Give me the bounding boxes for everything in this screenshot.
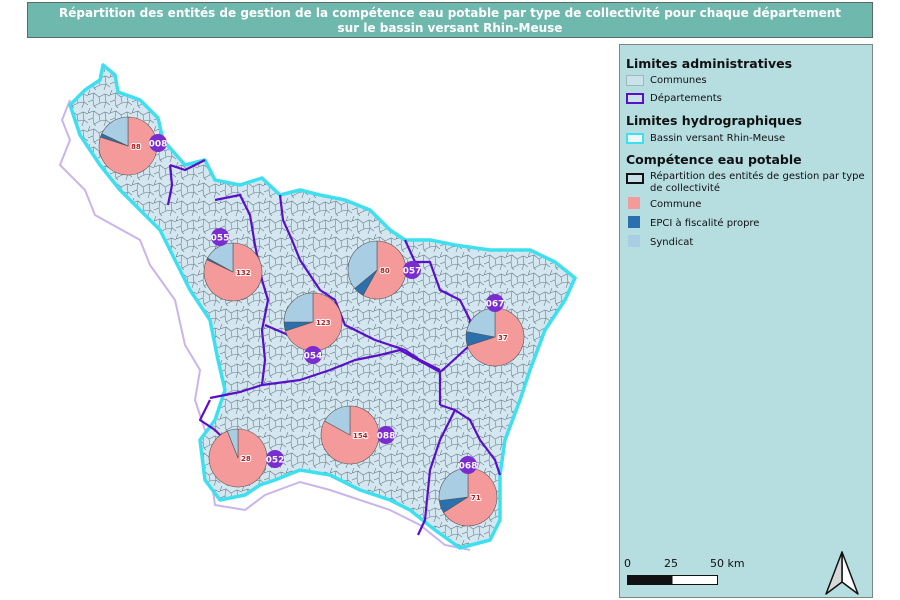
pie-slice-syndicat <box>226 428 239 459</box>
pie-label: 132 <box>236 269 251 277</box>
legend-section-admin: Limites administratives <box>626 56 793 71</box>
pie-slice-commune <box>203 242 263 302</box>
badge-circle <box>459 456 477 474</box>
department-badge-057: 057 <box>403 261 422 279</box>
badge-circle <box>149 134 167 152</box>
pie-slice-syndicat <box>347 240 378 289</box>
department-badge-068: 068 <box>459 456 478 474</box>
scale-bar <box>627 575 718 585</box>
pie-slice-commune <box>443 467 498 527</box>
department-badge-054: 054 <box>304 346 323 364</box>
pie-label: 28 <box>241 455 251 463</box>
pie-slice-syndicat <box>207 242 234 273</box>
pie-label: 154 <box>353 432 368 440</box>
legend-panel: Limites administratives Communes Départe… <box>619 44 873 598</box>
department-badge-088: 088 <box>377 426 396 444</box>
department-code: 057 <box>403 267 422 277</box>
commune-swatch <box>628 197 640 209</box>
pie-slice-syndicat <box>101 116 129 147</box>
epci-swatch <box>628 216 640 228</box>
map-canvas[interactable]: 88 008 132 055 80 057 123 054 37 067 28 052 154 088 71… <box>27 40 619 598</box>
pie-label: 80 <box>380 267 390 275</box>
department-code: 052 <box>266 456 285 466</box>
scale-label-0: 0 <box>624 557 631 570</box>
pie-slice-syndicat <box>324 405 351 436</box>
legend-epci: EPCI à fiscalité propre <box>650 218 760 229</box>
syndicat-swatch <box>628 235 640 247</box>
communes-swatch <box>626 75 644 86</box>
legend-commune: Commune <box>650 199 702 210</box>
legend-departements: Départements <box>650 93 722 104</box>
legend-communes: Communes <box>650 75 707 86</box>
pie-slice-commune <box>98 116 158 176</box>
repartition-swatch <box>626 173 644 184</box>
pie-slice-commune <box>285 292 343 352</box>
pie-chart-055[interactable]: 132 <box>203 242 263 302</box>
pie-chart-057[interactable]: 80 <box>347 240 407 300</box>
department-badge-067: 067 <box>486 294 505 312</box>
pie-chart-068[interactable]: 71 <box>438 467 498 527</box>
department-code: 054 <box>304 352 323 362</box>
department-code: 088 <box>377 432 396 442</box>
scale-label-25: 25 <box>664 557 678 570</box>
legend-bassin: Bassin versant Rhin-Meuse <box>650 133 786 144</box>
title-line-1: Répartition des entités de gestion de la… <box>58 6 842 20</box>
badge-circle <box>403 261 421 279</box>
pie-label: 123 <box>316 319 331 327</box>
pie-slice-commune <box>362 240 407 300</box>
outside-boundary-line <box>58 99 471 551</box>
pie-chart-067[interactable]: 37 <box>465 307 525 367</box>
north-arrow-icon <box>825 551 859 595</box>
department-code: 068 <box>459 462 478 472</box>
legend-repartition: Répartition des entités de gestion par t… <box>650 171 865 194</box>
badge-circle <box>486 294 504 312</box>
bassin-swatch <box>626 133 644 144</box>
map-title: Répartition des entités de gestion de la… <box>27 2 873 38</box>
badge-circle <box>211 228 229 246</box>
department-code: 067 <box>486 300 505 310</box>
pie-chart-054[interactable]: 123 <box>283 292 343 352</box>
title-line-2: sur le bassin versant Rhin-Meuse <box>337 21 563 35</box>
departements-swatch <box>626 93 644 104</box>
pie-slice-syndicat <box>283 292 314 323</box>
badge-circle <box>304 346 322 364</box>
badge-circle <box>266 450 284 468</box>
scale-label-50: 50 km <box>710 557 745 570</box>
pie-label: 71 <box>471 494 481 502</box>
pie-slice-commune <box>467 307 525 367</box>
department-badge-008: 008 <box>149 134 168 152</box>
department-badge-055: 055 <box>211 228 230 246</box>
department-code: 055 <box>211 234 230 244</box>
pie-chart-052[interactable]: 28 <box>208 428 268 488</box>
pie-chart-008[interactable]: 88 <box>98 116 158 176</box>
department-badge-052: 052 <box>266 450 285 468</box>
badge-circle <box>377 426 395 444</box>
pie-label: 88 <box>131 143 141 151</box>
legend-section-hydro: Limites hydrographiques <box>626 113 802 128</box>
department-code: 008 <box>149 140 168 150</box>
legend-section-competence: Compétence eau potable <box>626 152 802 167</box>
pie-chart-088[interactable]: 154 <box>320 405 380 465</box>
pie-label: 37 <box>498 334 508 342</box>
legend-syndicat: Syndicat <box>650 237 694 248</box>
